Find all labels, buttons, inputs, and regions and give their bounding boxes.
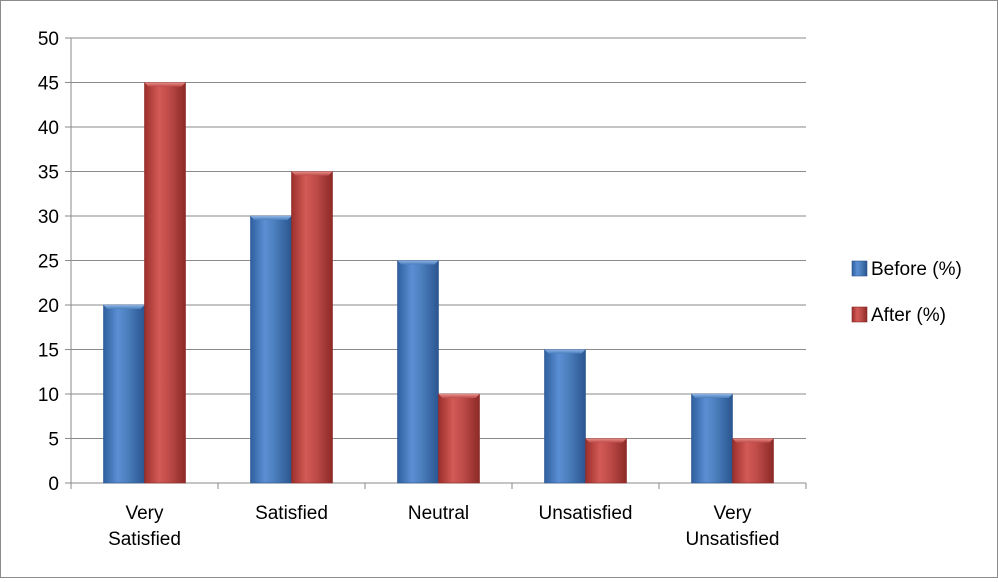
y-tick-label: 30 bbox=[38, 207, 59, 228]
bar-cap bbox=[438, 394, 480, 398]
bar-before bbox=[691, 393, 733, 484]
x-category-label: Very Satisfied bbox=[108, 503, 181, 550]
bar-before bbox=[250, 215, 292, 484]
bar-after bbox=[144, 82, 186, 484]
y-tick-label: 0 bbox=[48, 474, 59, 495]
y-tick-label: 40 bbox=[38, 118, 59, 139]
y-tick-label: 45 bbox=[38, 74, 59, 95]
x-category-label: Very Unsatisfied bbox=[686, 503, 780, 550]
bar-cap bbox=[250, 216, 292, 220]
bar-body bbox=[144, 82, 186, 484]
bar-body bbox=[691, 393, 733, 484]
x-category-label: Neutral bbox=[408, 503, 469, 524]
bar-cap bbox=[103, 305, 145, 309]
bar-before bbox=[544, 349, 586, 484]
bar-body bbox=[250, 215, 292, 484]
bar-cap bbox=[291, 171, 333, 176]
bars bbox=[103, 82, 774, 484]
y-tick-label: 50 bbox=[38, 29, 59, 50]
bar-body bbox=[291, 171, 333, 484]
legend-item-before: Before (%) bbox=[851, 259, 962, 280]
bar-body bbox=[544, 349, 586, 484]
bar-after bbox=[438, 393, 480, 484]
x-category-label: Satisfied bbox=[255, 503, 328, 524]
bar-after bbox=[732, 438, 774, 484]
bar-cap bbox=[585, 438, 627, 443]
legend-label: After (%) bbox=[871, 305, 946, 326]
bar-cap bbox=[732, 438, 774, 443]
bar-body bbox=[585, 438, 627, 484]
bar-body bbox=[103, 304, 145, 484]
bar-body bbox=[438, 393, 480, 484]
y-tick-label: 5 bbox=[48, 430, 59, 451]
legend-swatch bbox=[851, 306, 868, 323]
y-axis-tick-labels: 0 5 10 15 20 25 30 35 40 45 50 bbox=[38, 29, 59, 495]
y-tick-label: 35 bbox=[38, 163, 59, 184]
legend-item-after: After (%) bbox=[851, 305, 946, 326]
x-category-label: Unsatisfied bbox=[539, 503, 633, 524]
bar-cap bbox=[397, 260, 439, 265]
bar-after bbox=[291, 171, 333, 484]
bar-body bbox=[397, 260, 439, 484]
y-tick-label: 20 bbox=[38, 296, 59, 317]
x-axis-category-labels: Very Satisfied Satisfied Neutral Unsatisfied… bbox=[108, 503, 779, 550]
bar-cap bbox=[144, 82, 186, 87]
bar-cap bbox=[691, 394, 733, 398]
legend-swatch bbox=[851, 260, 868, 277]
y-tick-label: 25 bbox=[38, 252, 59, 273]
y-tick-label: 10 bbox=[38, 385, 59, 406]
bar-body bbox=[732, 438, 774, 484]
bar-before bbox=[397, 260, 439, 484]
y-tick-label: 15 bbox=[38, 341, 59, 362]
bar-cap bbox=[544, 349, 586, 354]
bar-after bbox=[585, 438, 627, 484]
legend: Before (%) After (%) bbox=[851, 259, 962, 326]
bar-before bbox=[103, 304, 145, 484]
legend-label: Before (%) bbox=[871, 259, 962, 280]
